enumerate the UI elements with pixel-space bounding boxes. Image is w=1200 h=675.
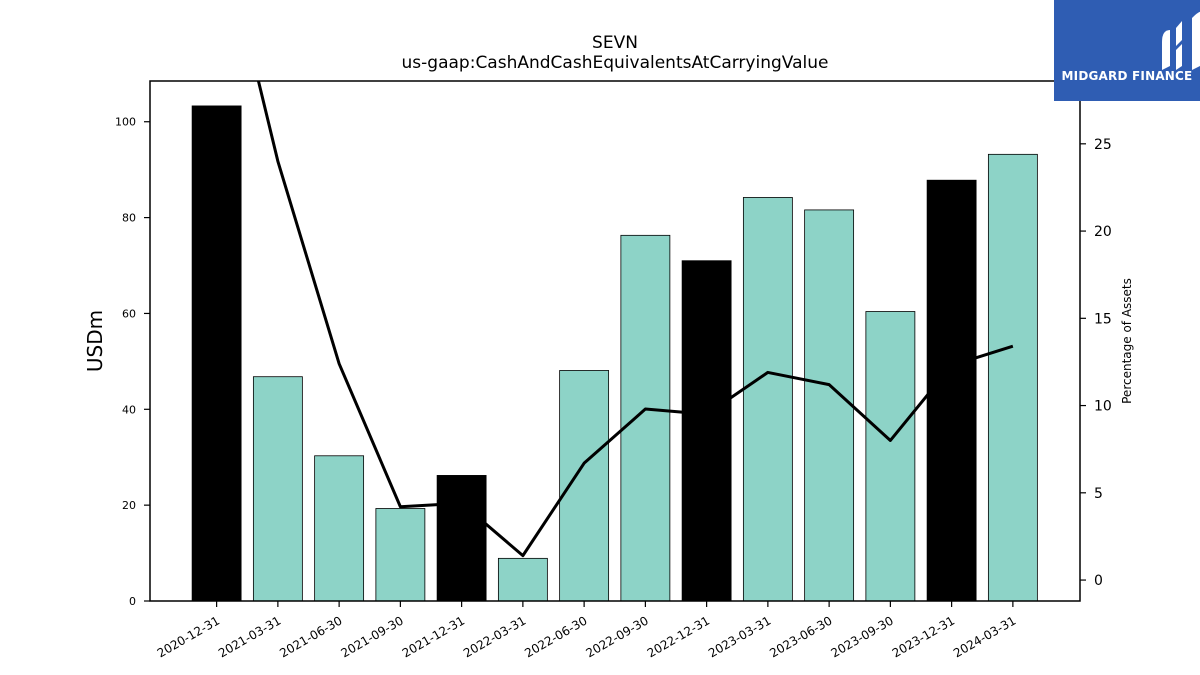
y2-tick-label: 20 (1094, 224, 1112, 240)
midgard-m-logo-icon (1162, 11, 1200, 70)
bar-2023-03-31 (742, 197, 793, 602)
x-tick-label: 2022-03-31 (461, 613, 528, 660)
x-tick-label: 2022-09-30 (583, 613, 650, 660)
x-tick-label: 2021-09-30 (338, 613, 405, 660)
x-tick-label: 2020-12-31 (155, 613, 222, 660)
x-tick-label: 2023-06-30 (767, 613, 834, 660)
bar-2021-06-30 (314, 455, 365, 602)
y-tick-label: 100 (115, 116, 136, 129)
bar-2021-12-31 (436, 475, 487, 602)
y2-tick-label: 0 (1094, 573, 1103, 589)
y2-axis-label: Percentage of Assets (1120, 278, 1134, 404)
bar-2023-09-30 (865, 311, 916, 602)
y2-axis-ticks: 0 5 10 15 20 25 (1080, 137, 1112, 589)
y2-tick-label: 15 (1094, 311, 1112, 327)
bar-2024-03-31 (987, 153, 1038, 602)
logo-text: MIDGARD FINANCE (1061, 69, 1193, 83)
chart-title: SEVN (592, 33, 638, 53)
bar-2021-09-30 (375, 508, 426, 602)
y-axis-ticks: 0 20 40 60 80 100 (115, 116, 150, 608)
bar-2022-06-30 (559, 370, 610, 602)
y2-tick-label: 10 (1094, 399, 1112, 415)
bar-2021-03-31 (252, 376, 303, 602)
x-tick-label: 2024-03-31 (951, 613, 1018, 660)
y-tick-label: 20 (122, 499, 136, 512)
y2-tick-label: 25 (1094, 137, 1112, 153)
y-axis-label: USDm (83, 310, 107, 372)
x-tick-label: 2022-12-31 (645, 613, 712, 660)
midgard-finance-logo: MIDGARD FINANCE (1054, 0, 1200, 101)
y-tick-label: 80 (122, 212, 136, 225)
y-tick-label: 60 (122, 307, 136, 320)
plot-frame (149, 80, 1081, 602)
bar-2023-12-31 (926, 179, 977, 602)
bar-2022-12-31 (681, 260, 732, 602)
bar-2022-09-30 (620, 234, 671, 602)
percentage-line (256, 81, 1014, 558)
x-tick-label: 2023-09-30 (828, 613, 895, 660)
x-tick-label: 2021-06-30 (277, 613, 344, 660)
bar-series (191, 105, 1038, 602)
x-tick-label: 2023-03-31 (706, 613, 773, 660)
x-axis-ticks: 2020-12-312021-03-312021-06-302021-09-30… (155, 601, 1018, 660)
bar-2020-12-31 (191, 105, 242, 602)
y2-tick-label: 5 (1094, 486, 1103, 502)
chart-subtitle: us-gaap:CashAndCashEquivalentsAtCarrying… (402, 53, 829, 73)
x-tick-label: 2021-03-31 (216, 613, 283, 660)
x-tick-label: 2022-06-30 (522, 613, 589, 660)
x-tick-label: 2023-12-31 (890, 613, 957, 660)
bar-2022-03-31 (497, 557, 548, 602)
y-tick-label: 40 (122, 403, 136, 416)
x-tick-label: 2021-12-31 (400, 613, 467, 660)
bar-2023-06-30 (804, 209, 855, 602)
y-tick-label: 0 (129, 595, 136, 608)
